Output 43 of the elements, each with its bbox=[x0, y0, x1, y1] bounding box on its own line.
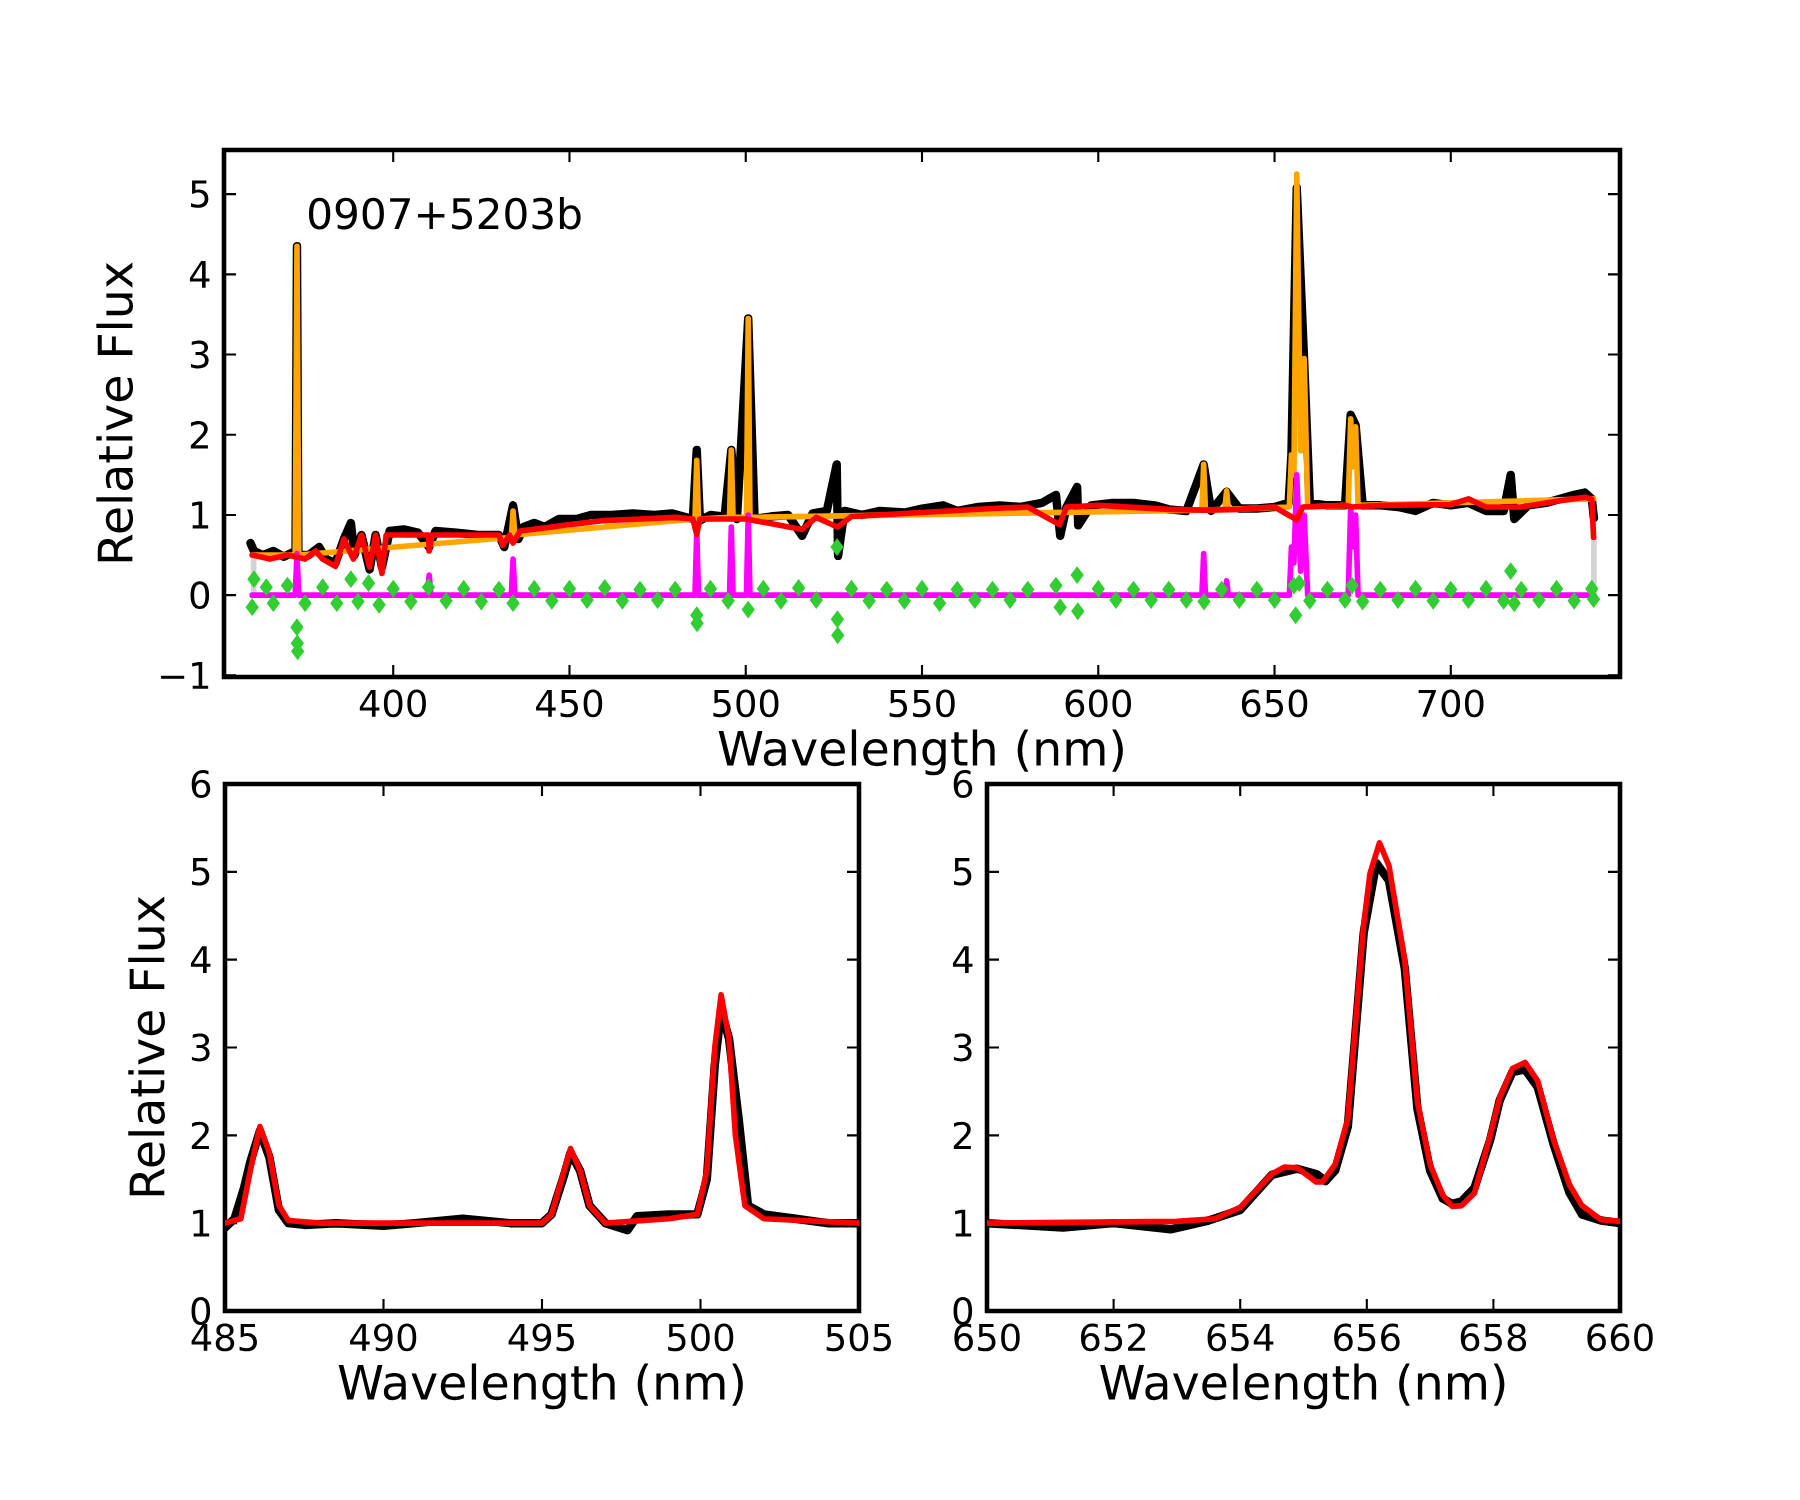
y-tick-label: 0 bbox=[190, 581, 210, 610]
x-tick-label: 700 bbox=[1418, 689, 1484, 718]
y-tick-label: 3 bbox=[190, 340, 209, 369]
y-tick-label: 3 bbox=[953, 1033, 972, 1062]
x-axis-title: Wavelength (nm) bbox=[1100, 1363, 1505, 1410]
y-axis-title: Relative Flux bbox=[128, 896, 165, 1196]
y-tick-label: 5 bbox=[953, 858, 972, 886]
x-tick-label: 485 bbox=[191, 1323, 257, 1352]
x-tick-label: 656 bbox=[1334, 1323, 1400, 1352]
y-tick-label: 5 bbox=[190, 180, 209, 208]
x-axis-title: Wavelength (nm) bbox=[338, 1363, 743, 1410]
x-tick-label: 660 bbox=[1587, 1323, 1653, 1352]
x-tick-label: 500 bbox=[668, 1323, 734, 1352]
x-tick-label: 652 bbox=[1080, 1323, 1146, 1352]
y-tick-label: 2 bbox=[190, 421, 208, 449]
y-tick-label: 1 bbox=[955, 1209, 972, 1237]
y-tick-label: 4 bbox=[190, 946, 211, 974]
y-tick-label: 0 bbox=[953, 1297, 973, 1325]
x-tick-label: 658 bbox=[1460, 1323, 1527, 1352]
y-axis-title: Relative Flux bbox=[96, 262, 134, 562]
x-tick-label: 600 bbox=[1065, 689, 1131, 718]
x-tick-label: 495 bbox=[508, 1323, 574, 1352]
x-tick-label: 400 bbox=[359, 689, 426, 718]
x-tick-label: 490 bbox=[350, 1323, 417, 1352]
y-tick-label: −1 bbox=[161, 661, 209, 689]
y-tick-label: 4 bbox=[952, 946, 973, 974]
x-tick-label: 500 bbox=[713, 689, 779, 718]
x-tick-label: 450 bbox=[536, 689, 603, 718]
x-tick-label: 550 bbox=[889, 689, 955, 718]
y-tick-label: 1 bbox=[193, 1209, 210, 1237]
y-tick-label: 1 bbox=[192, 501, 209, 529]
annotation: 0907+5203b bbox=[308, 196, 581, 230]
y-tick-label: 4 bbox=[189, 260, 210, 288]
y-tick-label: 6 bbox=[191, 770, 211, 798]
x-tick-label: 505 bbox=[826, 1323, 891, 1352]
y-tick-label: 0 bbox=[191, 1297, 211, 1325]
x-tick-label: 650 bbox=[1241, 689, 1308, 718]
x-tick-label: 650 bbox=[954, 1323, 1020, 1352]
y-tick-label: 2 bbox=[191, 1121, 209, 1150]
x-tick-label: 654 bbox=[1207, 1323, 1274, 1352]
y-tick-label: 5 bbox=[191, 858, 210, 886]
y-tick-label: 2 bbox=[953, 1121, 971, 1150]
y-tick-label: 3 bbox=[191, 1033, 210, 1062]
